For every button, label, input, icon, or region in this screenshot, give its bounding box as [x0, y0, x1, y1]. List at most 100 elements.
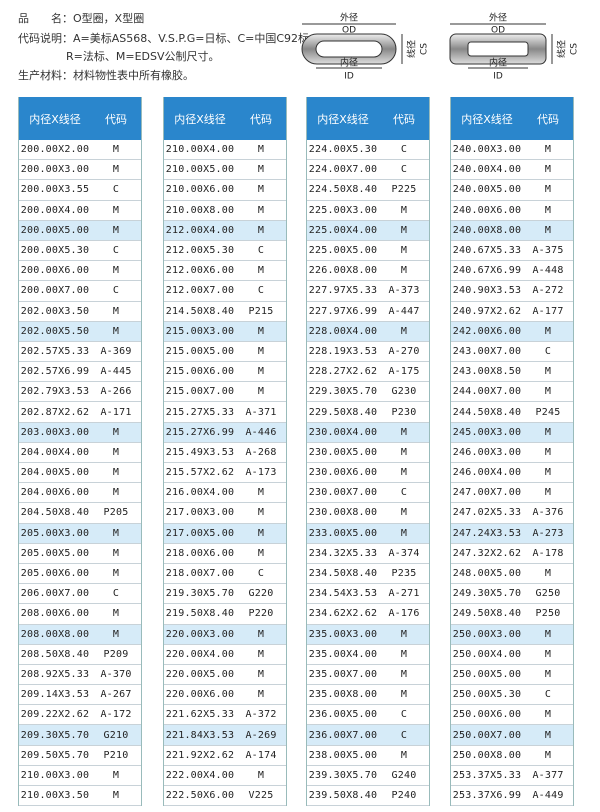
- code-cell: M: [544, 426, 552, 438]
- size-table: 内径X线径 代码 240.00X3.00 M 240.00X4.00 M 240.00X5.…: [450, 97, 574, 807]
- table-row: 250.00X5.00 M: [451, 665, 573, 686]
- header-cell: 代码: [105, 112, 127, 126]
- code-cell: M: [544, 628, 552, 640]
- code-cell: A-175: [388, 366, 420, 378]
- id: ID: [344, 72, 354, 82]
- code-cell: M: [400, 446, 408, 458]
- size-cell: 200.00X5.30: [20, 245, 90, 257]
- code-cell: C: [544, 345, 552, 357]
- size-cell: 235.00X8.00: [308, 689, 378, 701]
- code-cell: A-171: [100, 406, 132, 418]
- table-row: 224.50X8.40 P225: [307, 180, 429, 201]
- size-cell: 215.00X3.00: [165, 325, 235, 337]
- code-cell: M: [112, 224, 120, 236]
- od-cn: 外径: [340, 12, 358, 24]
- code-cell: M: [112, 204, 120, 216]
- size-cell: 233.00X5.00: [308, 527, 378, 539]
- table-row: 230.00X8.00 M: [307, 503, 429, 524]
- code-cell: M: [544, 749, 552, 761]
- size-cell: 250.00X5.30: [452, 689, 522, 701]
- table-row: 216.00X4.00 M: [164, 483, 286, 504]
- size-cell: 212.00X6.00: [165, 265, 235, 277]
- code-cell: P225: [391, 184, 417, 196]
- table-row: 225.00X5.00 M: [307, 241, 429, 262]
- table-row: 234.50X8.40 P235: [307, 564, 429, 585]
- table-row: 227.97X6.99 A-447: [307, 302, 429, 322]
- size-cell: 246.00X4.00: [452, 467, 522, 479]
- header-cell: 内径X线径: [174, 112, 226, 126]
- size-cell: 253.37X5.33: [452, 769, 522, 781]
- size-cell: 235.00X3.00: [308, 628, 378, 640]
- code-cell: C: [257, 245, 265, 257]
- table-row: 200.00X7.00 C: [19, 281, 141, 302]
- table-row: 228.00X4.00 M: [307, 321, 429, 342]
- table-row: 228.27X2.62 A-175: [307, 362, 429, 383]
- size-cell: 234.62X2.62: [308, 608, 378, 620]
- code-cell: A-173: [245, 467, 277, 479]
- table-row: 250.00X4.00 M: [451, 645, 573, 665]
- code-cell: A-268: [245, 446, 277, 458]
- size-cell: 247.02X5.33: [452, 507, 522, 519]
- code-cell: M: [400, 325, 408, 337]
- table-row: 210.00X8.00 M: [164, 201, 286, 221]
- code-cell: M: [544, 709, 552, 721]
- size-cell: 230.00X8.00: [308, 507, 378, 519]
- size-cell: 238.00X5.00: [308, 749, 378, 761]
- code-cell: M: [257, 164, 265, 176]
- code-cell: G210: [103, 729, 129, 741]
- table-row: 225.00X4.00 M: [307, 220, 429, 241]
- size-cell: 225.00X4.00: [308, 224, 378, 236]
- size-table: 内径X线径 代码 224.00X5.30 C 224.00X7.00 C 224.50X8.…: [306, 97, 430, 807]
- table-row: 247.02X5.33 A-376: [451, 503, 573, 524]
- table-row: 220.00X3.00 M: [164, 624, 286, 645]
- size-cell: 212.00X7.00: [165, 285, 235, 297]
- code-cell: C: [400, 709, 408, 721]
- table-row: 240.00X6.00 M: [451, 201, 573, 221]
- code-cell: M: [112, 608, 120, 620]
- header-line: 代码说明：A=美标AS568、V.S.P.G=日标、C=中国C92标、: [18, 32, 321, 45]
- size-cell: 250.00X4.00: [452, 648, 522, 660]
- code-cell: M: [257, 487, 265, 499]
- code-cell: P250: [535, 608, 561, 620]
- code-cell: M: [257, 648, 265, 660]
- table-row: 205.00X3.00 M: [19, 523, 141, 544]
- table-row: 224.00X5.30 C: [307, 140, 429, 161]
- size-cell: 235.00X7.00: [308, 668, 378, 680]
- code-cell: M: [544, 204, 552, 216]
- table-row: 221.84X3.53 A-269: [164, 725, 286, 746]
- size-cell: 200.00X3.00: [20, 164, 90, 176]
- size-cell: 225.00X5.00: [308, 245, 378, 257]
- size-cell: 206.00X7.00: [20, 588, 90, 600]
- code-cell: C: [257, 285, 265, 297]
- code-cell: M: [257, 507, 265, 519]
- table-row: 247.24X3.53 A-273: [451, 523, 573, 544]
- code-cell: A-374: [388, 547, 420, 559]
- table-row: 215.57X2.62 A-173: [164, 463, 286, 484]
- code-cell: M: [257, 668, 265, 680]
- code-cell: M: [112, 446, 120, 458]
- table-row: 212.00X4.00 M: [164, 220, 286, 241]
- size-cell: 203.00X3.00: [20, 426, 90, 438]
- size-cell: 204.50X8.40: [20, 507, 90, 519]
- code-cell: A-448: [532, 265, 564, 277]
- code-cell: M: [257, 184, 265, 196]
- size-cell: 200.00X3.55: [20, 184, 90, 196]
- size-cell: 204.00X5.00: [20, 467, 90, 479]
- header-line: R=法标、M=EDSV公制尺寸。: [66, 50, 220, 63]
- table-header: 内径X线径 代码: [164, 97, 286, 140]
- table-row: 239.50X8.40 P240: [307, 786, 429, 807]
- table-row: 246.00X3.00 M: [451, 443, 573, 463]
- code-cell: M: [112, 568, 120, 580]
- code-cell: M: [112, 527, 120, 539]
- table-row: 200.00X3.00 M: [19, 160, 141, 181]
- size-cell: 208.00X6.00: [20, 608, 90, 620]
- table-row: 244.50X8.40 P245: [451, 402, 573, 423]
- size-cell: 230.00X6.00: [308, 467, 378, 479]
- size-cell: 248.00X5.00: [452, 568, 522, 580]
- code-cell: M: [112, 547, 120, 559]
- table-row: 204.00X4.00 M: [19, 443, 141, 463]
- header-cell: 代码: [250, 112, 272, 126]
- size-cell: 202.57X5.33: [20, 345, 90, 357]
- code-cell: M: [112, 164, 120, 176]
- code-cell: M: [112, 628, 120, 640]
